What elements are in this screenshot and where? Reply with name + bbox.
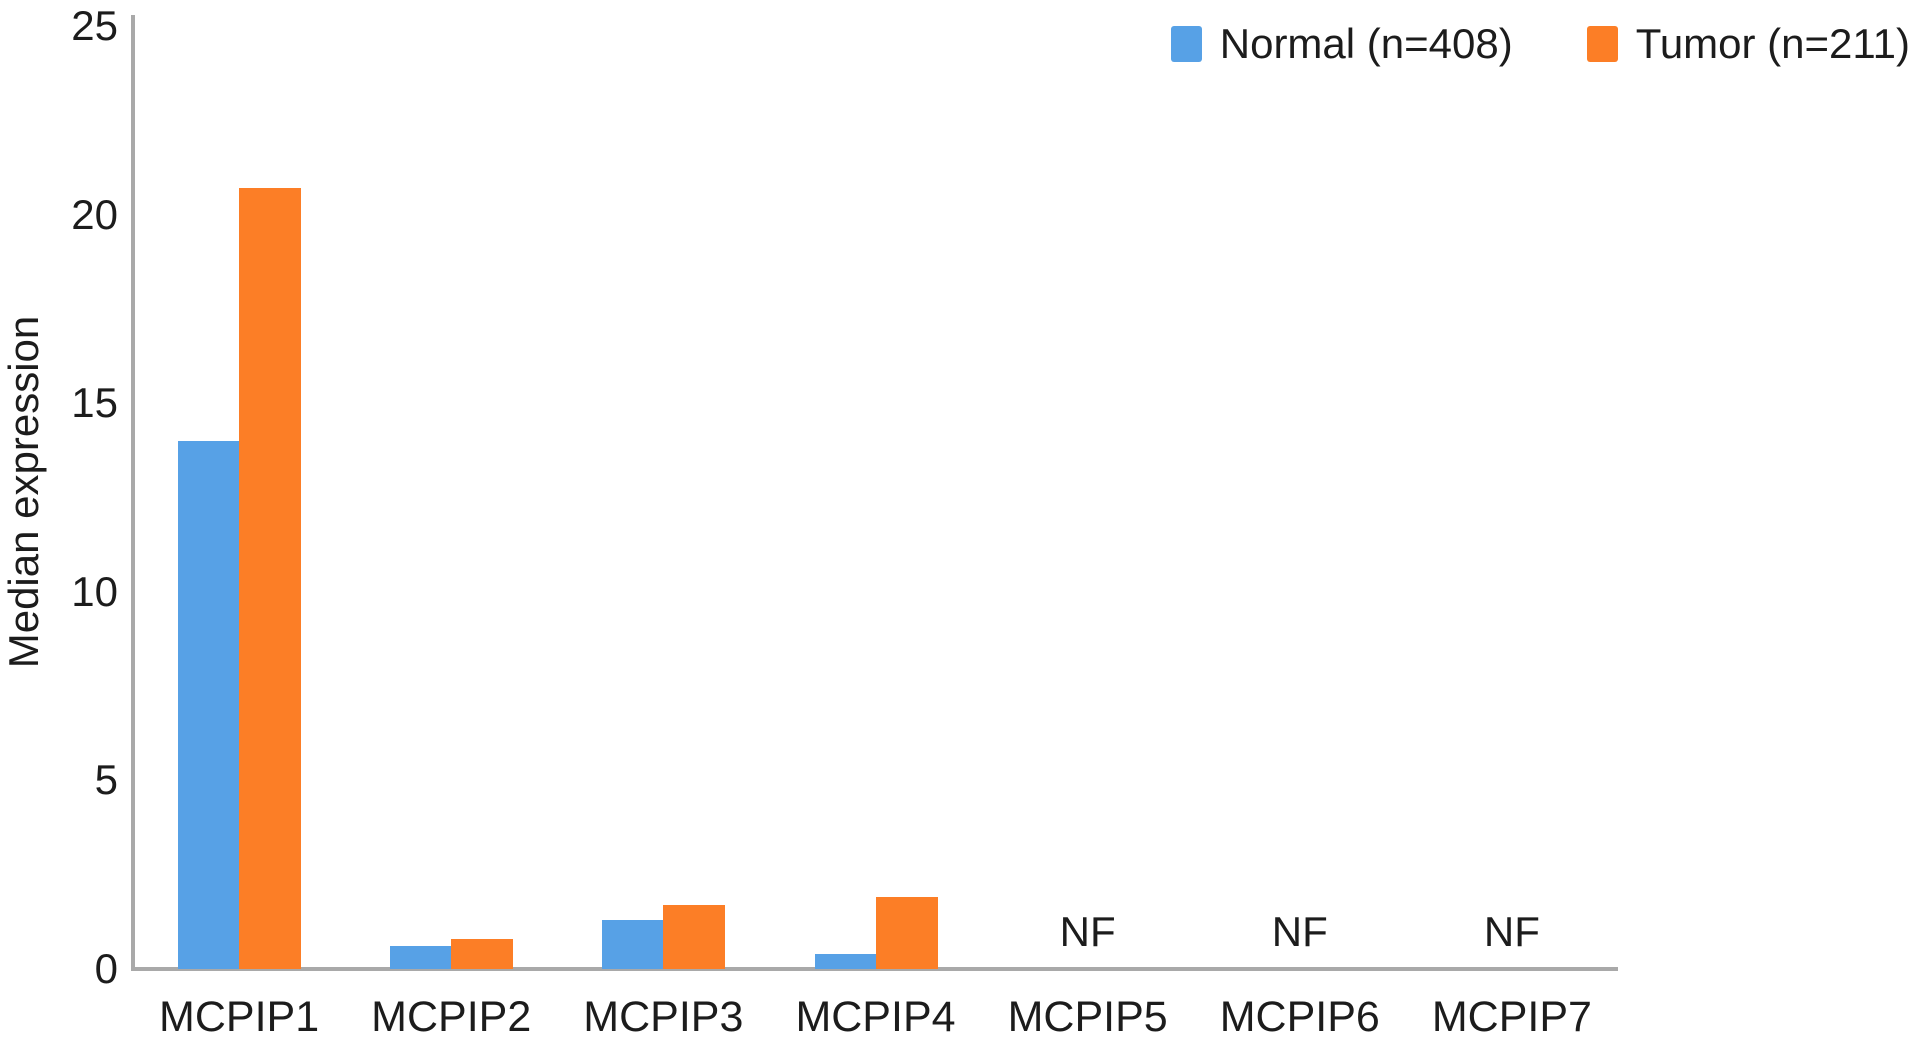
nf-marker-mcpip5: NF bbox=[1059, 908, 1116, 955]
x-label-mcpip7: MCPIP7 bbox=[1431, 993, 1592, 1041]
x-label-mcpip2: MCPIP2 bbox=[371, 993, 532, 1041]
legend-item-tumor: Tumor (n=211) bbox=[1586, 20, 1910, 67]
legend-label-normal: Normal (n=408) bbox=[1219, 20, 1513, 67]
bar-mcpip4-normal bbox=[814, 953, 876, 969]
legend-item-normal: Normal (n=408) bbox=[1170, 20, 1513, 67]
chart-legend: Normal (n=408) Tumor (n=211) bbox=[1170, 20, 1910, 67]
x-label-mcpip4: MCPIP4 bbox=[795, 993, 956, 1041]
bar-mcpip2-normal bbox=[390, 946, 452, 969]
x-label-mcpip3: MCPIP3 bbox=[583, 993, 744, 1041]
bar-mcpip1-normal bbox=[178, 440, 240, 969]
x-axis-line bbox=[131, 967, 1618, 971]
y-axis-title: Median expression bbox=[0, 315, 47, 669]
bar-mcpip1-tumor bbox=[239, 188, 302, 969]
y-tick-label-15: 15 bbox=[71, 379, 118, 427]
y-tick-label-10: 10 bbox=[71, 567, 118, 615]
y-tick-label-5: 5 bbox=[94, 756, 118, 804]
y-axis-line bbox=[131, 15, 135, 971]
legend-label-tumor: Tumor (n=211) bbox=[1635, 20, 1910, 67]
bar-mcpip3-tumor bbox=[663, 904, 726, 969]
nf-marker-mcpip7: NF bbox=[1483, 908, 1540, 955]
legend-swatch-tumor bbox=[1586, 26, 1618, 62]
x-label-mcpip5: MCPIP5 bbox=[1007, 993, 1168, 1041]
y-tick-label-20: 20 bbox=[71, 190, 118, 238]
x-label-mcpip1: MCPIP1 bbox=[159, 993, 320, 1041]
nf-marker-mcpip6: NF bbox=[1271, 908, 1328, 955]
bar-mcpip2-tumor bbox=[451, 938, 514, 969]
bar-mcpip3-normal bbox=[602, 919, 664, 969]
x-label-mcpip6: MCPIP6 bbox=[1219, 993, 1380, 1041]
y-tick-label-25: 25 bbox=[71, 2, 118, 49]
y-tick-label-0: 0 bbox=[94, 945, 118, 992]
bar-mcpip4-tumor bbox=[875, 897, 938, 969]
legend-swatch-normal bbox=[1170, 26, 1202, 62]
